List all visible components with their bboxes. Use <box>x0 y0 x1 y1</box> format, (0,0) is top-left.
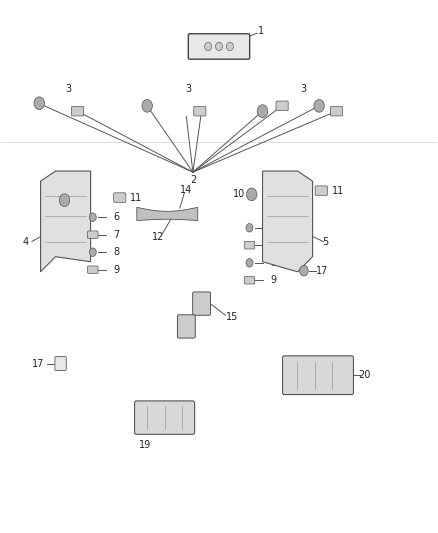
Text: 17: 17 <box>32 359 45 368</box>
Text: 17: 17 <box>316 266 328 276</box>
Text: 12: 12 <box>152 232 164 243</box>
Circle shape <box>247 188 257 201</box>
FancyBboxPatch shape <box>71 107 84 116</box>
FancyBboxPatch shape <box>244 277 254 284</box>
FancyBboxPatch shape <box>177 315 195 338</box>
FancyBboxPatch shape <box>88 266 98 273</box>
Text: 9: 9 <box>270 275 276 285</box>
Text: 19: 19 <box>139 440 151 450</box>
Text: 3: 3 <box>185 84 191 94</box>
Circle shape <box>246 223 253 232</box>
Circle shape <box>246 259 253 267</box>
Circle shape <box>59 194 70 207</box>
Text: 14: 14 <box>180 184 192 195</box>
FancyBboxPatch shape <box>330 107 343 116</box>
Polygon shape <box>41 171 91 272</box>
FancyBboxPatch shape <box>193 292 211 316</box>
Text: 4: 4 <box>22 237 28 247</box>
Text: 7: 7 <box>113 230 120 240</box>
FancyBboxPatch shape <box>276 101 288 111</box>
FancyBboxPatch shape <box>194 107 206 116</box>
Text: 11: 11 <box>130 192 142 203</box>
Polygon shape <box>262 171 313 272</box>
Circle shape <box>89 213 96 221</box>
Circle shape <box>226 42 233 51</box>
Text: 8: 8 <box>270 258 276 268</box>
FancyBboxPatch shape <box>88 231 98 238</box>
Text: 11: 11 <box>332 185 344 196</box>
FancyBboxPatch shape <box>283 356 353 394</box>
FancyBboxPatch shape <box>114 193 126 203</box>
FancyBboxPatch shape <box>188 34 250 59</box>
Text: 6: 6 <box>270 223 276 233</box>
Circle shape <box>300 265 308 276</box>
Circle shape <box>89 248 96 256</box>
Text: 20: 20 <box>359 370 371 380</box>
Text: 3: 3 <box>301 84 307 94</box>
Text: 10: 10 <box>46 195 58 205</box>
Text: 2: 2 <box>190 175 196 185</box>
Circle shape <box>205 42 212 51</box>
Text: 3: 3 <box>66 84 72 94</box>
Text: 1: 1 <box>258 26 265 36</box>
Text: 9: 9 <box>113 265 120 274</box>
Circle shape <box>34 97 45 110</box>
Circle shape <box>314 100 324 112</box>
Text: 10: 10 <box>233 189 246 199</box>
FancyBboxPatch shape <box>244 241 254 249</box>
FancyBboxPatch shape <box>134 401 194 434</box>
FancyBboxPatch shape <box>55 357 66 370</box>
Text: 7: 7 <box>270 240 276 251</box>
Text: 5: 5 <box>322 237 329 247</box>
Text: 8: 8 <box>113 247 120 257</box>
Circle shape <box>215 42 223 51</box>
Text: 15: 15 <box>226 312 238 322</box>
Text: 6: 6 <box>113 212 120 222</box>
Circle shape <box>257 105 268 117</box>
Circle shape <box>142 100 152 112</box>
FancyBboxPatch shape <box>315 186 327 196</box>
